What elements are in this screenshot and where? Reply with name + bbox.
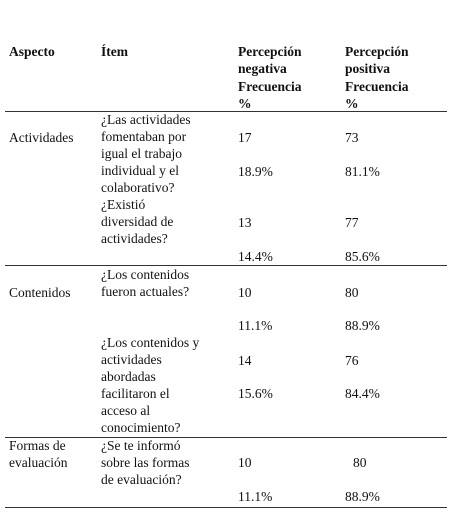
header-positive: Frecuencia (345, 78, 409, 94)
positive-frequency: 76 (345, 353, 359, 368)
item-cell: conocimiento? (101, 420, 181, 435)
header-negative: Percepción (238, 44, 302, 59)
item-cell: sobre las formas (101, 455, 190, 470)
positive-percent: 85.6% (345, 249, 380, 264)
aspect-cell: Contenidos (9, 285, 71, 300)
header-negative: negativa (238, 61, 287, 77)
item-cell: fomentaban por (101, 129, 187, 144)
group-rule (5, 437, 447, 438)
item-cell: diversidad de (101, 214, 174, 229)
item-cell: igual el trabajo (101, 146, 182, 161)
header-aspect: Aspecto (9, 44, 55, 59)
header-negative: Frecuencia (238, 78, 302, 94)
item-cell: actividades (101, 352, 162, 367)
negative-frequency: 13 (238, 215, 252, 230)
positive-percent: 84.4% (345, 386, 380, 401)
negative-percent: 18.9% (238, 164, 273, 179)
negative-percent: 11.1% (238, 318, 273, 333)
negative-percent: 11.1% (238, 489, 273, 504)
negative-frequency: 10 (238, 285, 252, 300)
negative-frequency: 14 (238, 353, 252, 368)
item-cell: fueron actuales? (101, 284, 190, 299)
header-item: Ítem (101, 44, 128, 59)
header-positive: positiva (345, 61, 391, 77)
positive-percent: 88.9% (345, 318, 380, 333)
negative-percent: 14.4% (238, 249, 273, 264)
positive-frequency: 80 (345, 285, 359, 300)
negative-frequency: 17 (238, 130, 252, 145)
item-cell: colaborativo? (101, 180, 175, 195)
aspect-cell: evaluación (9, 455, 68, 470)
item-cell: ¿Los contenidos y (101, 335, 200, 350)
item-cell: facilitaron el (101, 386, 170, 401)
negative-percent: 15.6% (238, 386, 273, 401)
aspect-cell: Formas de (9, 438, 66, 453)
item-cell: individual y el (101, 163, 179, 178)
header-positive: % (345, 95, 359, 111)
positive-frequency: 80 (353, 455, 367, 470)
positive-percent: 88.9% (345, 489, 380, 504)
positive-frequency: 77 (345, 215, 359, 230)
item-cell: abordadas (101, 369, 156, 384)
header-negative: % (238, 95, 252, 111)
header-positive: Percepción (345, 44, 409, 59)
item-cell: de evaluación? (101, 472, 182, 487)
group-rule (5, 265, 447, 266)
item-cell: ¿Las actividades (101, 112, 191, 127)
header-rule (5, 111, 447, 112)
negative-frequency: 10 (238, 455, 252, 470)
positive-percent: 81.1% (345, 164, 380, 179)
bottom-rule (5, 507, 447, 508)
item-cell: acceso al (101, 403, 151, 418)
positive-frequency: 73 (345, 130, 359, 145)
item-cell: ¿Existió (101, 197, 146, 212)
item-cell: ¿Se te informó (101, 438, 181, 453)
item-cell: ¿Los contenidos (101, 267, 190, 282)
aspect-cell: Actividades (9, 130, 74, 145)
item-cell: actividades? (101, 231, 168, 246)
